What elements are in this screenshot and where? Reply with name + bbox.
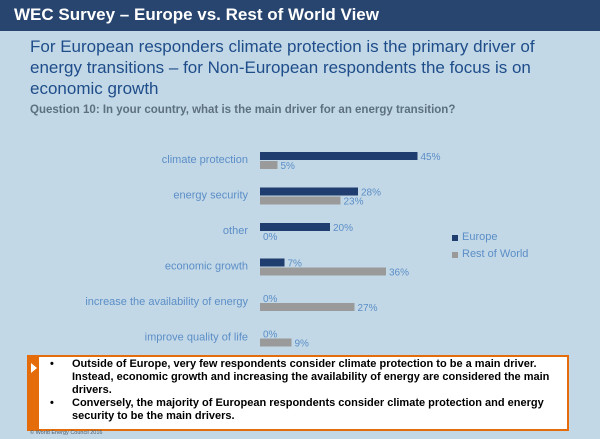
legend-item-europe: Europe [452, 229, 528, 246]
bar-rest-of-world-energy-security [260, 196, 341, 205]
copyright-notice: © World Energy Council 2016 [30, 430, 103, 436]
legend-swatch-rest-of-world [452, 251, 458, 258]
value-label-rest-of-world-increase-the-availability-of-energy: 27% [358, 303, 378, 314]
bar-europe-climate-protection [260, 152, 418, 160]
key-findings-box [27, 355, 569, 431]
callout-tab [29, 357, 39, 429]
value-label-europe-energy-security: 28% [361, 188, 381, 199]
category-label-increase-the-availability-of-energy: increase the availability of energy [85, 296, 248, 308]
bar-rest-of-world-improve-quality-of-life [260, 338, 292, 347]
finding-bullet: • Outside of Europe, very few respondent… [48, 358, 564, 397]
value-label-europe-other: 20% [333, 223, 353, 234]
header-bar: WEC Survey – Europe vs. Rest of World Vi… [0, 0, 600, 31]
legend-item-rest-of-world: Rest of World [452, 246, 528, 263]
legend-label-europe: Europe [462, 231, 498, 243]
bar-europe-energy-security [260, 187, 358, 196]
survey-question: Question 10: In your country, what is th… [30, 104, 456, 116]
chart-legend: Europe Rest of World [452, 229, 528, 263]
value-label-rest-of-world-improve-quality-of-life: 9% [295, 339, 310, 350]
category-label-energy-security: energy security [173, 190, 248, 202]
bar-europe-other [260, 223, 330, 231]
bar-chart: climate protection 45% 5% energy security 28… [85, 152, 441, 350]
category-label-other: other [223, 225, 248, 237]
bar-europe-economic-growth [260, 258, 285, 267]
finding-text: Outside of Europe, very few respondents … [72, 358, 550, 396]
value-label-europe-improve-quality-of-life: 0% [263, 330, 278, 341]
category-label-climate-protection: climate protection [162, 154, 248, 166]
category-label-economic-growth: economic growth [165, 261, 248, 273]
legend-swatch-europe [452, 234, 458, 241]
value-label-rest-of-world-other: 0% [263, 232, 278, 243]
headline: For European responders climate protecti… [30, 37, 535, 98]
play-arrow-icon [31, 363, 37, 373]
value-label-europe-increase-the-availability-of-energy: 0% [263, 294, 278, 305]
bullet-dot-icon: • [50, 358, 54, 370]
slide-title: WEC Survey – Europe vs. Rest of World Vi… [14, 5, 379, 24]
value-label-europe-economic-growth: 7% [288, 259, 303, 270]
bar-rest-of-world-climate-protection [260, 161, 278, 169]
value-label-europe-climate-protection: 45% [421, 152, 441, 163]
legend-label-rest-of-world: Rest of World [462, 248, 529, 260]
category-label-improve-quality-of-life: improve quality of life [145, 332, 248, 344]
bar-rest-of-world-economic-growth [260, 267, 386, 276]
value-label-rest-of-world-energy-security: 23% [344, 197, 364, 208]
finding-bullet: • Conversely, the majority of European r… [48, 397, 564, 423]
bar-rest-of-world-increase-the-availability-of-energy [260, 303, 355, 311]
key-findings-list: • Outside of Europe, very few respondent… [48, 358, 564, 423]
bullet-dot-icon: • [50, 397, 54, 409]
value-label-rest-of-world-climate-protection: 5% [281, 161, 296, 172]
value-label-rest-of-world-economic-growth: 36% [389, 268, 409, 279]
finding-text: Conversely, the majority of European res… [72, 397, 544, 422]
